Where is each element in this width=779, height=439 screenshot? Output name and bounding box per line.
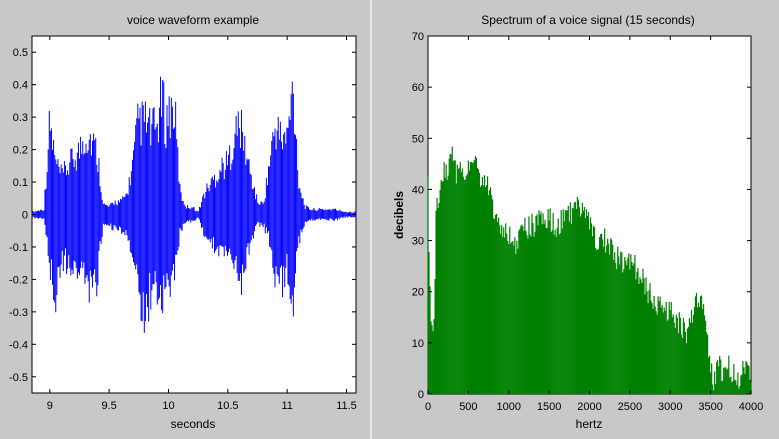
spectrum-x-tick-label: 1000: [497, 401, 521, 413]
waveform-y-tick-label: -0.3: [9, 307, 28, 319]
spectrum-y-tick-label: 10: [412, 338, 424, 350]
waveform-y-ticks: 0.5 0.4 0.3 0.2 0.1 0 -0.1 -0.2 -0.3 -0.4 -0.5: [9, 47, 356, 384]
spectrum-y-tick-label: 40: [412, 184, 424, 196]
waveform-y-tick-label: -0.2: [9, 274, 28, 286]
waveform-x-tick-label: 10: [162, 400, 174, 412]
spectrum-x-tick-label: 1500: [537, 401, 561, 413]
waveform-x-ticks: 9 9.5 10 10.5 11 11.5: [47, 36, 357, 412]
waveform-x-tick-label: 11.5: [336, 400, 357, 412]
waveform-series: [31, 76, 357, 333]
spectrum-series: [427, 146, 752, 394]
spectrum-x-axis-label: hertz: [576, 417, 603, 431]
spectrum-x-tick-label: 2000: [577, 401, 601, 413]
waveform-y-tick-label: 0.4: [13, 80, 28, 92]
waveform-y-tick-label: 0.1: [13, 177, 28, 189]
spectrum-chart: Spectrum of a voice signal (15 seconds) …: [392, 13, 763, 431]
waveform-y-tick-label: -0.1: [9, 242, 28, 254]
spectrum-x-tick-label: 3500: [698, 401, 722, 413]
waveform-y-tick-label: -0.5: [9, 372, 28, 384]
waveform-x-tick-label: 9: [47, 400, 53, 412]
waveform-y-tick-label: 0.5: [13, 47, 28, 59]
spectrum-x-tick-label: 500: [459, 401, 477, 413]
spectrum-chart-title: Spectrum of a voice signal (15 seconds): [481, 13, 694, 27]
waveform-y-tick-label: -0.4: [9, 339, 28, 351]
waveform-x-tick-label: 11: [281, 400, 292, 412]
spectrum-x-tick-label: 3000: [658, 401, 682, 413]
panel-divider: [370, 0, 372, 439]
spectrum-y-tick-label: 50: [412, 133, 424, 145]
spectrum-y-tick-label: 70: [412, 31, 424, 43]
spectrum-y-tick-label: 20: [412, 287, 424, 299]
waveform-chart: voice waveform example 0.5 0.4 0.3 0.2 0.1 0 -…: [9, 13, 357, 431]
spectrum-x-ticks: 0 500 1000 1500 2000 2500 3000 3500 4000: [425, 36, 763, 413]
waveform-y-tick-label: 0.2: [13, 145, 28, 157]
spectrum-y-tick-label: 60: [412, 82, 424, 94]
spectrum-x-tick-label: 4000: [739, 401, 763, 413]
waveform-x-tick-label: 10.5: [217, 400, 238, 412]
spectrum-y-ticks: 70 60 50 40 30 20 10 0: [412, 31, 751, 401]
waveform-x-axis-label: seconds: [171, 417, 216, 431]
spectrum-y-tick-label: 0: [418, 389, 424, 401]
spectrum-x-tick-label: 2500: [618, 401, 642, 413]
waveform-y-tick-label: 0: [22, 210, 28, 222]
spectrum-x-tick-label: 0: [425, 401, 431, 413]
waveform-chart-title: voice waveform example: [127, 13, 259, 27]
spectrum-y-tick-label: 30: [412, 236, 424, 248]
spectrum-y-axis-label: decibels: [392, 191, 406, 239]
waveform-x-tick-label: 9.5: [101, 400, 116, 412]
waveform-y-tick-label: 0.3: [13, 112, 28, 124]
